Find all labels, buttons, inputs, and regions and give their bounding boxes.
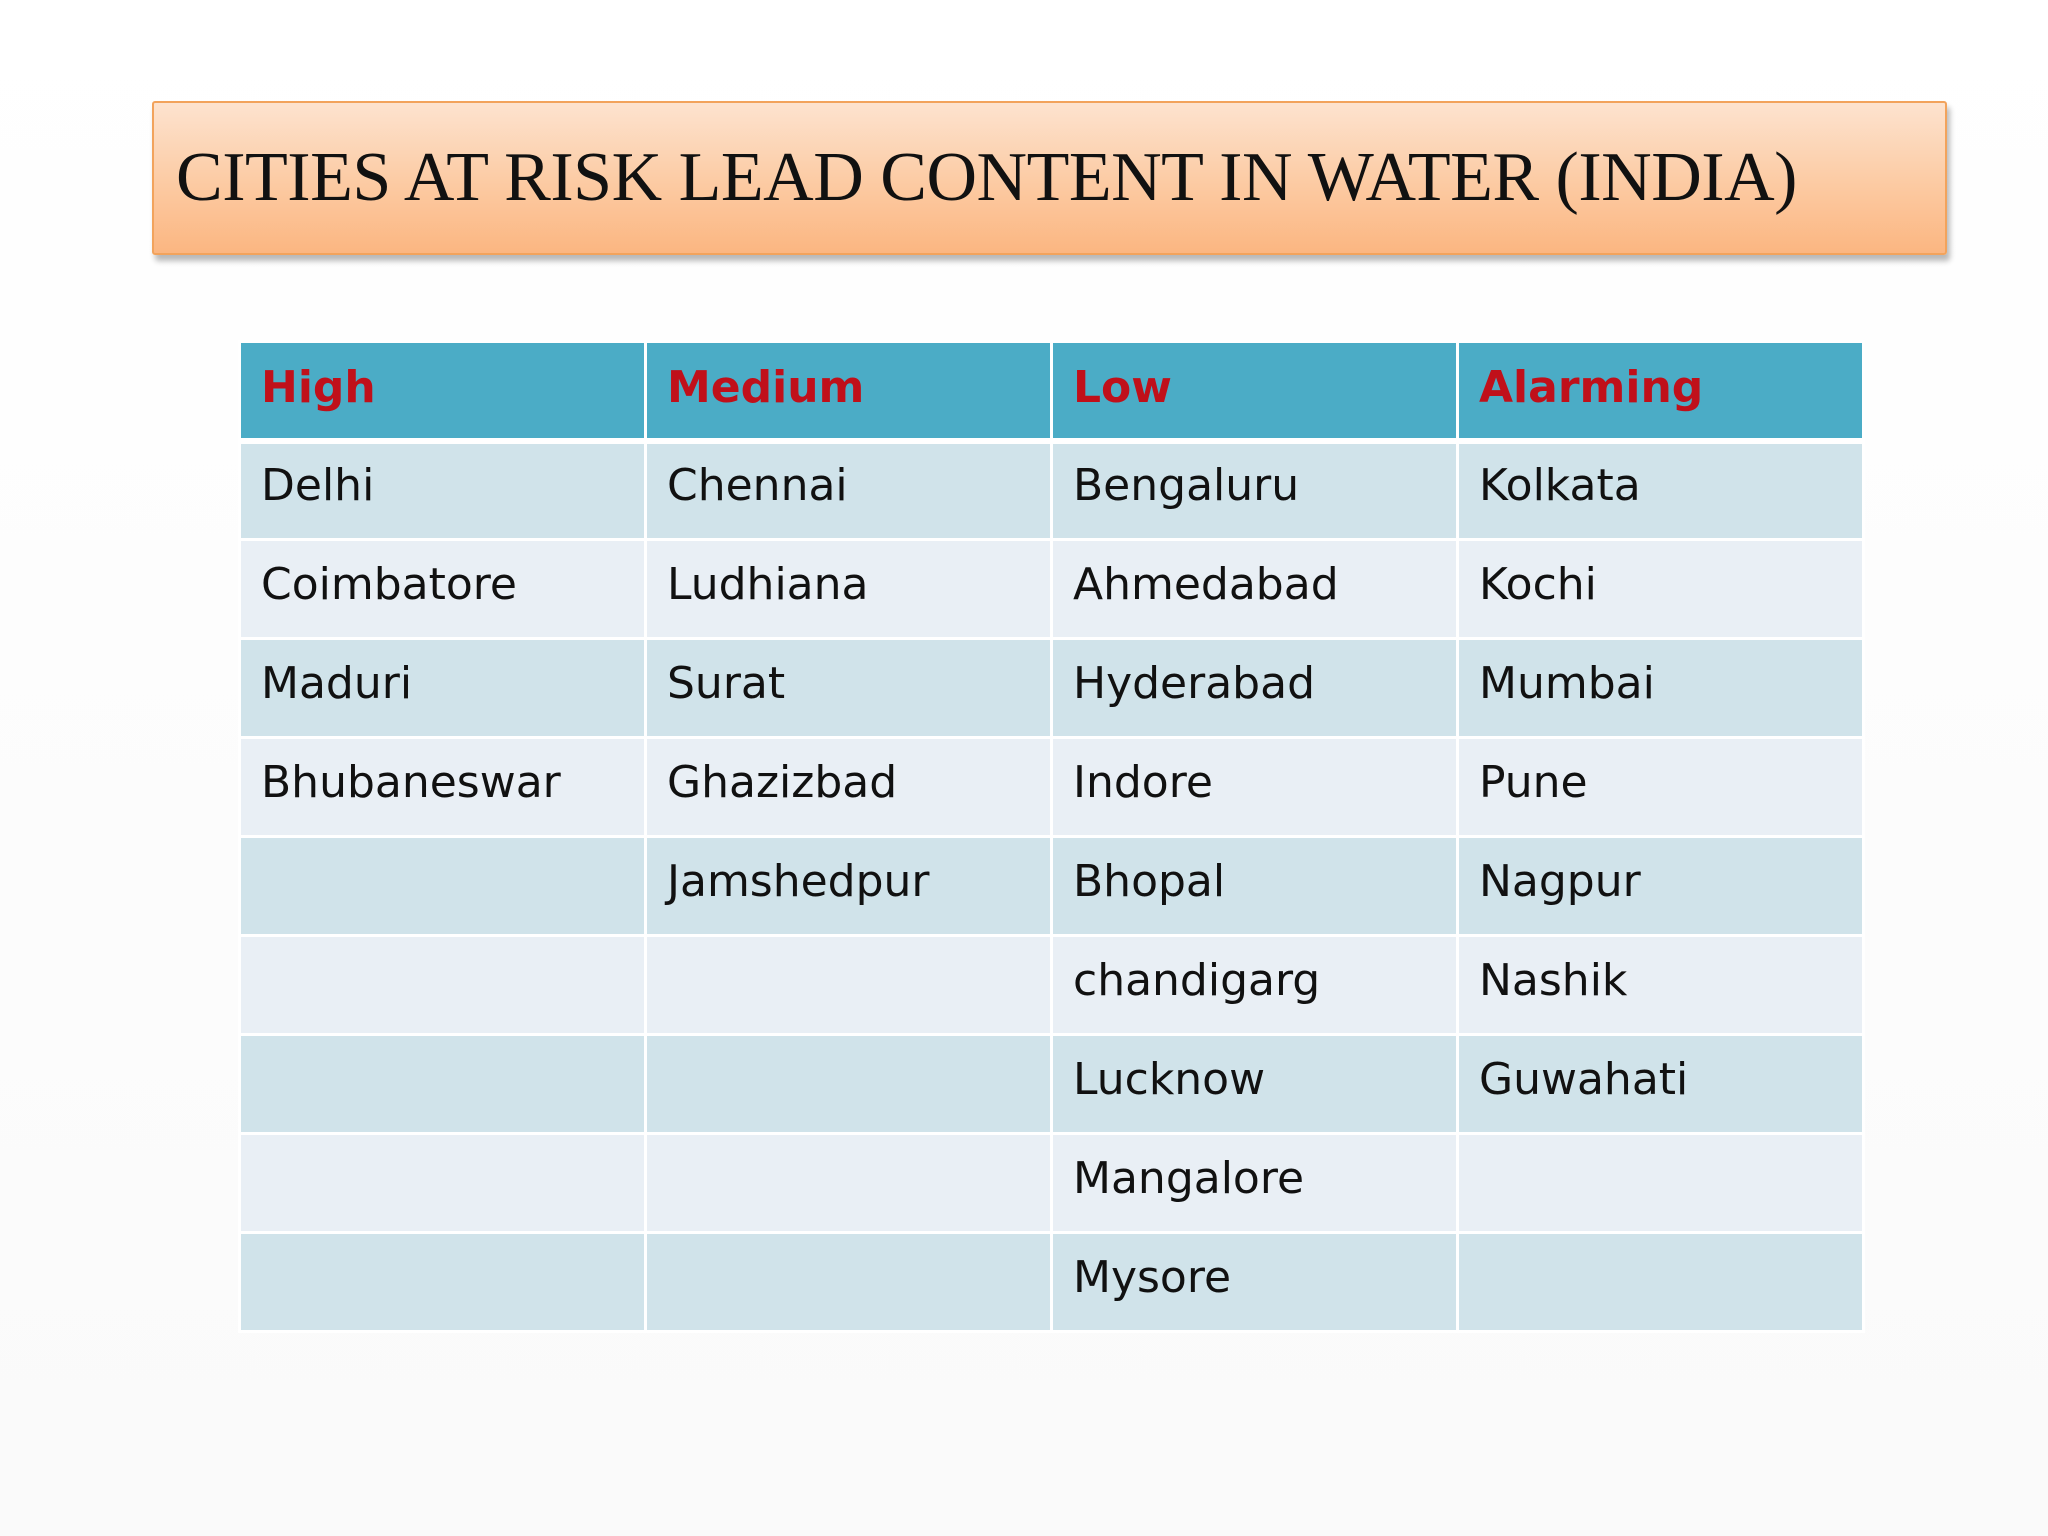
header-high: High — [238, 340, 647, 444]
cell-alarming: Kolkata — [1456, 439, 1865, 541]
table-row: Mysore — [238, 1231, 1865, 1333]
cell-alarming: Nashik — [1456, 934, 1865, 1036]
table-row: chandigarg Nashik — [238, 934, 1865, 1036]
cell-low: Bhopal — [1050, 835, 1459, 937]
table-row: Jamshedpur Bhopal Nagpur — [238, 835, 1865, 937]
cell-alarming: Pune — [1456, 736, 1865, 838]
table-row: Lucknow Guwahati — [238, 1033, 1865, 1135]
cell-low: Bengaluru — [1050, 439, 1459, 541]
cell-medium — [644, 1033, 1053, 1135]
cell-high — [238, 934, 647, 1036]
cell-high: Bhubaneswar — [238, 736, 647, 838]
cell-alarming — [1456, 1132, 1865, 1234]
slide-title: CITIES AT RISK LEAD CONTENT IN WATER (IN… — [176, 139, 1797, 216]
cell-alarming: Kochi — [1456, 538, 1865, 640]
table-row: Coimbatore Ludhiana Ahmedabad Kochi — [238, 538, 1865, 640]
cell-high: Maduri — [238, 637, 647, 739]
cell-low: Hyderabad — [1050, 637, 1459, 739]
table-row: Mangalore — [238, 1132, 1865, 1234]
cell-low: Mysore — [1050, 1231, 1459, 1333]
cell-low: Mangalore — [1050, 1132, 1459, 1234]
cell-low: Lucknow — [1050, 1033, 1459, 1135]
cell-high: Coimbatore — [238, 538, 647, 640]
cell-high — [238, 1132, 647, 1234]
cell-medium — [644, 1231, 1053, 1333]
cell-medium: Chennai — [644, 439, 1053, 541]
cell-alarming — [1456, 1231, 1865, 1333]
cell-low: Ahmedabad — [1050, 538, 1459, 640]
risk-table: High Medium Low Alarming Delhi Chennai B… — [238, 340, 1865, 1333]
cell-alarming: Guwahati — [1456, 1033, 1865, 1135]
cell-low: chandigarg — [1050, 934, 1459, 1036]
cell-medium: Ludhiana — [644, 538, 1053, 640]
cell-high — [238, 835, 647, 937]
cell-medium — [644, 934, 1053, 1036]
cell-alarming: Mumbai — [1456, 637, 1865, 739]
header-alarming: Alarming — [1456, 340, 1865, 444]
cell-medium: Ghazizbad — [644, 736, 1053, 838]
cell-high: Delhi — [238, 439, 647, 541]
cell-medium: Surat — [644, 637, 1053, 739]
header-medium: Medium — [644, 340, 1053, 444]
table-row: Bhubaneswar Ghazizbad Indore Pune — [238, 736, 1865, 838]
header-low: Low — [1050, 340, 1459, 444]
cell-alarming: Nagpur — [1456, 835, 1865, 937]
cell-high — [238, 1033, 647, 1135]
cell-medium — [644, 1132, 1053, 1234]
header-row: High Medium Low Alarming — [238, 340, 1865, 444]
cell-high — [238, 1231, 647, 1333]
title-box: CITIES AT RISK LEAD CONTENT IN WATER (IN… — [152, 101, 1947, 255]
cell-low: Indore — [1050, 736, 1459, 838]
table-row: Delhi Chennai Bengaluru Kolkata — [238, 439, 1865, 541]
cell-medium: Jamshedpur — [644, 835, 1053, 937]
table-row: Maduri Surat Hyderabad Mumbai — [238, 637, 1865, 739]
